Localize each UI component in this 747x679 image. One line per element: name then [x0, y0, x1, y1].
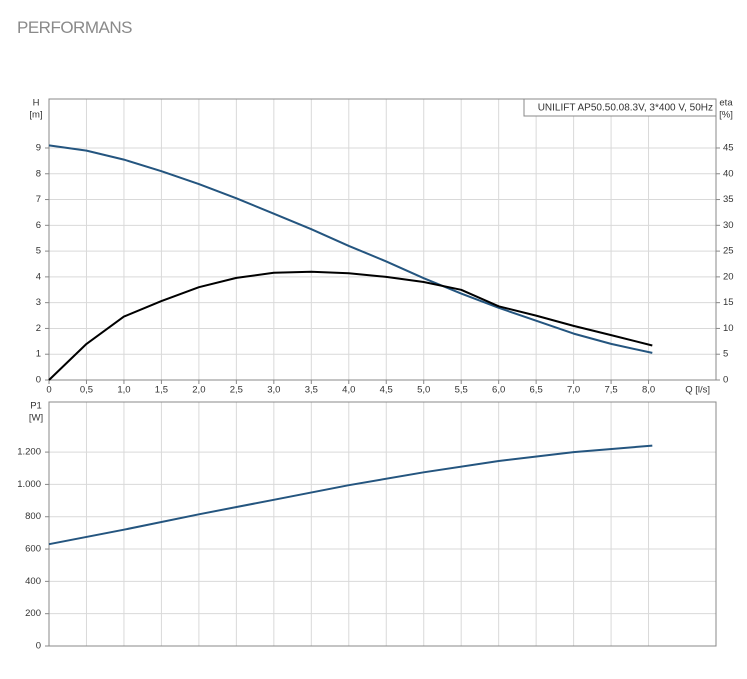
x-tick-label: 4,0: [342, 385, 355, 396]
annotation: UNILIFT AP50.50.08.3V, 3*400 V, 50Hz: [538, 103, 713, 114]
x-tick-label: 2,5: [230, 385, 243, 396]
x-tick-label: 6,5: [530, 385, 543, 396]
x-tick-label: 2,0: [192, 385, 205, 396]
x-tick-label: 7,0: [567, 385, 580, 396]
y2-tick-label: 35: [723, 194, 734, 205]
x-tick-label: 0,5: [80, 385, 93, 396]
y2-axis-unit: [%]: [719, 110, 733, 121]
x-tick-label: 6,0: [492, 385, 505, 396]
x-tick-label: 7,5: [604, 385, 617, 396]
x-tick-label: 0: [46, 385, 51, 396]
x-tick-label: 1,5: [155, 385, 168, 396]
x-tick-label: 5,0: [417, 385, 430, 396]
series-line: [48, 270, 653, 381]
y2-tick-label: 10: [723, 323, 734, 334]
y-tick-label: 400: [25, 576, 41, 587]
plot-frame: [48, 98, 717, 381]
x-tick-label: 3,5: [305, 385, 318, 396]
y-tick-label: 1.200: [17, 447, 41, 458]
x-tick-label: 8,0: [642, 385, 655, 396]
x-axis-label: Q [l/s]: [685, 385, 710, 396]
x-tick-label: 1,0: [117, 385, 130, 396]
plot-frame: [48, 401, 717, 647]
y-tick-label: 3: [36, 297, 41, 308]
y-tick-label: 1: [36, 349, 41, 360]
y-tick-label: 8: [36, 168, 41, 179]
y-tick-label: 9: [36, 142, 41, 153]
series-line: [48, 444, 653, 546]
y2-axis-label: eta: [719, 98, 733, 109]
x-tick-label: 5,5: [455, 385, 468, 396]
y2-tick-label: 40: [723, 168, 734, 179]
y-tick-label: 4: [36, 271, 41, 282]
x-tick-label: 3,0: [267, 385, 280, 396]
y-tick-label: 1.000: [17, 479, 41, 490]
y-tick-label: 200: [25, 608, 41, 619]
y-tick-label: 0: [36, 641, 41, 652]
y-tick-label: 0: [36, 375, 41, 386]
y-tick-label: 600: [25, 544, 41, 555]
y-axis-unit: [m]: [29, 110, 42, 121]
y-tick-label: 2: [36, 323, 41, 334]
y-tick-label: 7: [36, 194, 41, 205]
y2-tick-label: 20: [723, 271, 734, 282]
y2-tick-label: 25: [723, 246, 734, 257]
series-line: [48, 144, 653, 354]
y2-tick-label: 45: [723, 142, 734, 153]
y-tick-label: 800: [25, 511, 41, 522]
y2-tick-label: 5: [723, 349, 728, 360]
y-tick-label: 5: [36, 246, 41, 257]
y-axis-label: P1: [30, 401, 42, 412]
x-tick-label: 4,5: [380, 385, 393, 396]
y2-tick-label: 0: [723, 375, 728, 386]
y2-tick-label: 30: [723, 220, 734, 231]
y-axis-label: H: [33, 98, 40, 109]
y2-tick-label: 15: [723, 297, 734, 308]
y-tick-label: 6: [36, 220, 41, 231]
y-axis-unit: [W]: [29, 413, 43, 424]
page-title: PERFORMANS: [17, 18, 132, 37]
annotation-box: [523, 98, 717, 117]
